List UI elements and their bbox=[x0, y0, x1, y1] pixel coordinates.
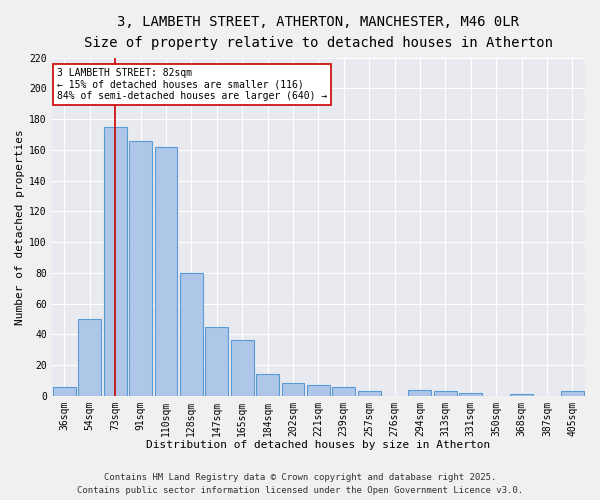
Bar bbox=[409, 390, 431, 396]
Bar bbox=[155, 147, 178, 396]
Bar bbox=[129, 140, 152, 396]
Bar bbox=[332, 386, 355, 396]
Bar bbox=[231, 340, 254, 396]
Bar bbox=[256, 374, 279, 396]
Text: 3 LAMBETH STREET: 82sqm
← 15% of detached houses are smaller (116)
84% of semi-d: 3 LAMBETH STREET: 82sqm ← 15% of detache… bbox=[57, 68, 327, 101]
Y-axis label: Number of detached properties: Number of detached properties bbox=[15, 129, 25, 324]
Bar bbox=[434, 391, 457, 396]
Bar bbox=[53, 386, 76, 396]
Bar bbox=[79, 319, 101, 396]
Bar bbox=[307, 385, 330, 396]
Bar bbox=[180, 273, 203, 396]
Text: Contains HM Land Registry data © Crown copyright and database right 2025.
Contai: Contains HM Land Registry data © Crown c… bbox=[77, 474, 523, 495]
Bar bbox=[281, 384, 304, 396]
Title: 3, LAMBETH STREET, ATHERTON, MANCHESTER, M46 0LR
Size of property relative to de: 3, LAMBETH STREET, ATHERTON, MANCHESTER,… bbox=[84, 15, 553, 50]
Bar bbox=[104, 127, 127, 396]
X-axis label: Distribution of detached houses by size in Atherton: Distribution of detached houses by size … bbox=[146, 440, 490, 450]
Bar bbox=[510, 394, 533, 396]
Bar bbox=[358, 391, 380, 396]
Bar bbox=[205, 326, 228, 396]
Bar bbox=[459, 392, 482, 396]
Bar bbox=[561, 391, 584, 396]
